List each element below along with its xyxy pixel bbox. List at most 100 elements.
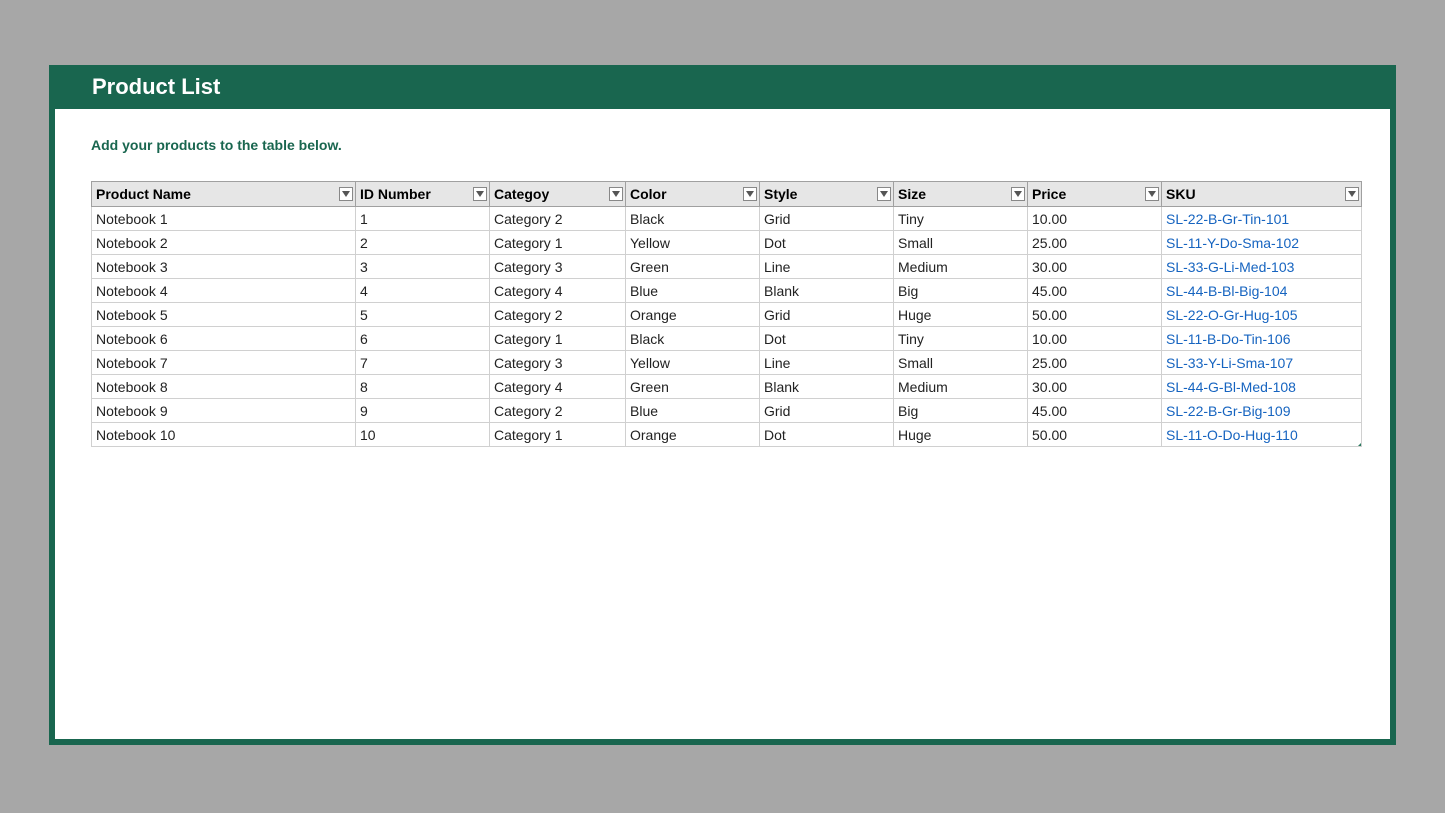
cell-style: Line	[760, 255, 894, 279]
cell-color: Yellow	[626, 231, 760, 255]
cell-color: Blue	[626, 279, 760, 303]
column-header-name[interactable]: Product Name	[92, 182, 356, 207]
filter-dropdown-icon[interactable]	[339, 187, 353, 201]
cell-color: Yellow	[626, 351, 760, 375]
cell-style: Dot	[760, 423, 894, 447]
filter-dropdown-icon[interactable]	[877, 187, 891, 201]
cell-id: 6	[356, 327, 490, 351]
filter-dropdown-icon[interactable]	[1345, 187, 1359, 201]
cell-size: Small	[894, 231, 1028, 255]
cell-price: 25.00	[1028, 231, 1162, 255]
column-header-price[interactable]: Price	[1028, 182, 1162, 207]
column-header-label: ID Number	[360, 186, 431, 202]
cell-id: 10	[356, 423, 490, 447]
cell-size: Big	[894, 279, 1028, 303]
cell-id: 8	[356, 375, 490, 399]
cell-sku[interactable]: SL-33-G-Li-Med-103	[1162, 255, 1362, 279]
table-row[interactable]: Notebook 66Category 1BlackDotTiny10.00SL…	[92, 327, 1362, 351]
cell-size: Huge	[894, 423, 1028, 447]
filter-dropdown-icon[interactable]	[609, 187, 623, 201]
column-header-id[interactable]: ID Number	[356, 182, 490, 207]
cell-category: Category 4	[490, 375, 626, 399]
cell-price: 10.00	[1028, 207, 1162, 231]
cell-name: Notebook 7	[92, 351, 356, 375]
table-row[interactable]: Notebook 44Category 4BlueBlankBig45.00SL…	[92, 279, 1362, 303]
table-header-row: Product NameID Number Categoy Color Style Si…	[92, 182, 1362, 207]
table-row[interactable]: Notebook 11Category 2BlackGridTiny10.00S…	[92, 207, 1362, 231]
column-header-label: Style	[764, 186, 797, 202]
cell-color: Black	[626, 207, 760, 231]
table-row[interactable]: Notebook 22Category 1YellowDotSmall25.00…	[92, 231, 1362, 255]
column-header-label: SKU	[1166, 186, 1196, 202]
column-header-size[interactable]: Size	[894, 182, 1028, 207]
cell-sku[interactable]: SL-44-B-Bl-Big-104	[1162, 279, 1362, 303]
cell-style: Line	[760, 351, 894, 375]
table-row[interactable]: Notebook 1010Category 1OrangeDotHuge50.0…	[92, 423, 1362, 447]
filter-dropdown-icon[interactable]	[473, 187, 487, 201]
cell-color: Green	[626, 255, 760, 279]
cell-category: Category 2	[490, 207, 626, 231]
column-header-label: Categoy	[494, 186, 549, 202]
cell-sku[interactable]: SL-11-B-Do-Tin-106	[1162, 327, 1362, 351]
table-row[interactable]: Notebook 88Category 4GreenBlankMedium30.…	[92, 375, 1362, 399]
cell-style: Blank	[760, 375, 894, 399]
table-resize-handle-icon[interactable]	[1353, 438, 1361, 446]
filter-dropdown-icon[interactable]	[743, 187, 757, 201]
cell-category: Category 2	[490, 303, 626, 327]
cell-name: Notebook 3	[92, 255, 356, 279]
column-header-style[interactable]: Style	[760, 182, 894, 207]
cell-price: 30.00	[1028, 255, 1162, 279]
cell-size: Medium	[894, 255, 1028, 279]
filter-dropdown-icon[interactable]	[1145, 187, 1159, 201]
cell-category: Category 3	[490, 351, 626, 375]
cell-sku[interactable]: SL-44-G-Bl-Med-108	[1162, 375, 1362, 399]
subtitle-text: Add your products to the table below.	[91, 137, 1354, 153]
cell-name: Notebook 5	[92, 303, 356, 327]
table-row[interactable]: Notebook 99Category 2BlueGridBig45.00SL-…	[92, 399, 1362, 423]
cell-sku[interactable]: SL-11-O-Do-Hug-110	[1162, 423, 1362, 447]
cell-style: Grid	[760, 399, 894, 423]
column-header-color[interactable]: Color	[626, 182, 760, 207]
column-header-label: Price	[1032, 186, 1066, 202]
cell-size: Huge	[894, 303, 1028, 327]
cell-style: Dot	[760, 231, 894, 255]
cell-size: Tiny	[894, 327, 1028, 351]
cell-size: Small	[894, 351, 1028, 375]
page-title: Product List	[92, 74, 220, 100]
filter-dropdown-icon[interactable]	[1011, 187, 1025, 201]
cell-style: Grid	[760, 303, 894, 327]
cell-sku[interactable]: SL-22-B-Gr-Big-109	[1162, 399, 1362, 423]
cell-category: Category 1	[490, 231, 626, 255]
cell-sku[interactable]: SL-22-B-Gr-Tin-101	[1162, 207, 1362, 231]
cell-name: Notebook 4	[92, 279, 356, 303]
column-header-sku[interactable]: SKU	[1162, 182, 1362, 207]
cell-size: Medium	[894, 375, 1028, 399]
cell-price: 45.00	[1028, 279, 1162, 303]
cell-style: Dot	[760, 327, 894, 351]
cell-name: Notebook 9	[92, 399, 356, 423]
cell-price: 25.00	[1028, 351, 1162, 375]
table-row[interactable]: Notebook 55Category 2OrangeGridHuge50.00…	[92, 303, 1362, 327]
cell-style: Blank	[760, 279, 894, 303]
product-table: Product NameID Number Categoy Color Style Si…	[91, 181, 1362, 447]
cell-id: 7	[356, 351, 490, 375]
column-header-label: Size	[898, 186, 926, 202]
cell-sku[interactable]: SL-11-Y-Do-Sma-102	[1162, 231, 1362, 255]
table-row[interactable]: Notebook 77Category 3YellowLineSmall25.0…	[92, 351, 1362, 375]
panel-frame: Product List Add your products to the ta…	[49, 65, 1396, 745]
cell-price: 10.00	[1028, 327, 1162, 351]
column-header-category[interactable]: Categoy	[490, 182, 626, 207]
cell-id: 4	[356, 279, 490, 303]
cell-sku[interactable]: SL-22-O-Gr-Hug-105	[1162, 303, 1362, 327]
cell-name: Notebook 10	[92, 423, 356, 447]
cell-color: Green	[626, 375, 760, 399]
cell-size: Big	[894, 399, 1028, 423]
cell-price: 30.00	[1028, 375, 1162, 399]
cell-name: Notebook 6	[92, 327, 356, 351]
cell-id: 5	[356, 303, 490, 327]
cell-color: Blue	[626, 399, 760, 423]
cell-name: Notebook 1	[92, 207, 356, 231]
table-row[interactable]: Notebook 33Category 3GreenLineMedium30.0…	[92, 255, 1362, 279]
cell-sku[interactable]: SL-33-Y-Li-Sma-107	[1162, 351, 1362, 375]
column-header-label: Color	[630, 186, 667, 202]
